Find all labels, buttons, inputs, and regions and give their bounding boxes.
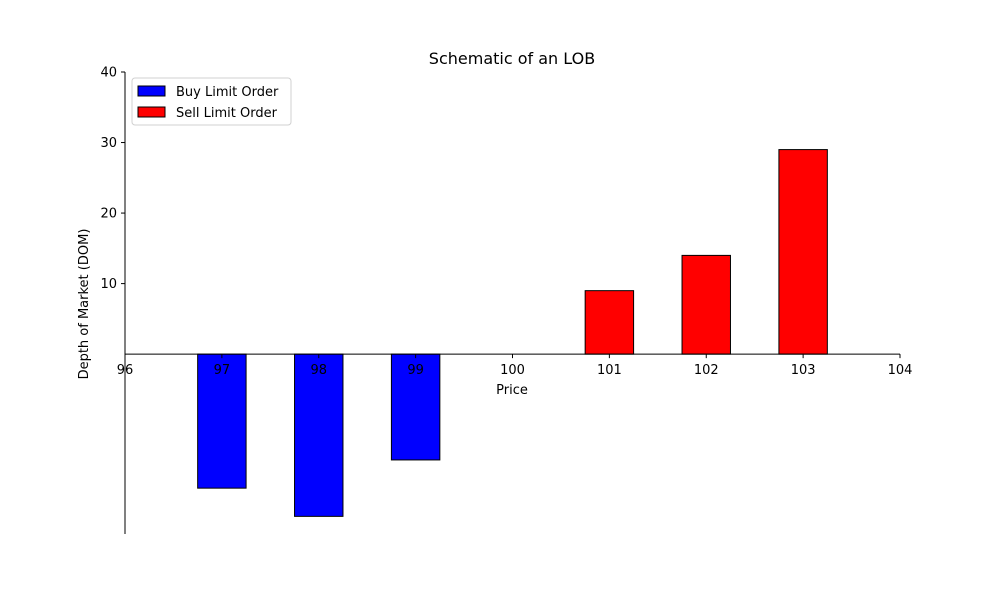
x-tick-label-102: 102 <box>694 363 719 378</box>
bar-sell-103 <box>778 149 828 355</box>
legend-swatch-buy <box>137 85 166 97</box>
bar-buy-99 <box>390 353 441 461</box>
y-axis-label: Depth of Market (DOM) <box>77 229 92 380</box>
ticks-group: 96 97 98 99 100 101 102 103 104 10 20 30 40 <box>100 66 912 379</box>
y-tick-label-40: 40 <box>100 66 117 81</box>
y-tick-label-30: 30 <box>100 136 117 151</box>
bar-buy-97 <box>197 353 247 489</box>
x-tick-label-101: 101 <box>597 363 622 378</box>
legend-box <box>131 77 292 126</box>
bar-sell-102 <box>681 254 731 355</box>
bar-buy-98 <box>294 353 344 517</box>
x-tick-label-97: 97 <box>214 363 231 378</box>
x-tick-label-100: 100 <box>500 363 525 378</box>
x-axis-label: Price <box>496 383 528 398</box>
legend: Buy Limit Order Sell Limit Order <box>131 77 292 126</box>
x-tick-label-104: 104 <box>888 363 913 378</box>
legend-swatch-sell <box>137 106 166 118</box>
y-tick-label-10: 10 <box>100 277 117 292</box>
x-tick-label-96: 96 <box>117 363 134 378</box>
legend-label-buy: Buy Limit Order <box>176 85 279 100</box>
x-tick-label-99: 99 <box>407 363 424 378</box>
chart-title: Schematic of an LOB <box>429 49 595 68</box>
y-tick-label-20: 20 <box>100 207 117 222</box>
bars-group <box>197 149 828 517</box>
legend-label-sell: Sell Limit Order <box>176 106 278 121</box>
x-tick-label-98: 98 <box>310 363 327 378</box>
bar-sell-101 <box>584 290 635 355</box>
x-tick-label-103: 103 <box>791 363 816 378</box>
